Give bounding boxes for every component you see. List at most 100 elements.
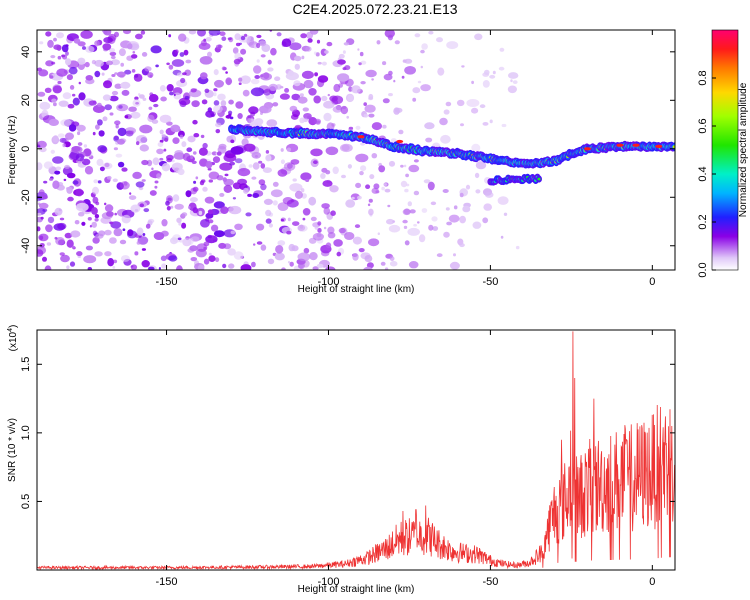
spectrogram-noise-blob bbox=[202, 186, 208, 192]
spectrogram-noise-blob bbox=[413, 223, 417, 227]
spectrogram-noise-blob bbox=[45, 31, 52, 37]
spectrogram-noise-blob bbox=[482, 122, 489, 126]
spectrogram-noise-blob bbox=[373, 183, 380, 190]
spectrogram-noise-blob bbox=[154, 185, 158, 189]
spectrogram-noise-blob bbox=[363, 113, 368, 118]
spectrogram-noise-blob bbox=[323, 207, 331, 215]
spectrogram-noise-blob bbox=[412, 97, 417, 102]
spectrogram-noise-blob bbox=[317, 221, 322, 226]
spectrogram-noise-blob bbox=[355, 125, 361, 130]
spectrogram-noise-blob bbox=[403, 225, 408, 229]
colorbar-tick-label: 0.2 bbox=[697, 214, 709, 229]
spectrogram-noise-blob bbox=[383, 183, 388, 186]
spectrogram-noise-blob bbox=[260, 54, 266, 58]
spectrogram-noise-blob bbox=[232, 197, 236, 200]
spectrogram-noise-blob bbox=[135, 102, 140, 105]
spectrogram-noise-blob bbox=[57, 133, 65, 138]
spectrogram-noise-blob bbox=[322, 180, 333, 187]
spectrogram-noise-blob bbox=[39, 235, 44, 241]
spectrogram-noise-blob bbox=[240, 264, 252, 270]
spectrogram-noise-blob bbox=[479, 104, 486, 109]
figure-title: C2E4.2025.072.23.21.E13 bbox=[292, 1, 457, 17]
spectrogram-noise-blob bbox=[173, 93, 176, 97]
spectrogram-noise-blob bbox=[312, 266, 319, 270]
spectrogram-noise-blob bbox=[309, 252, 318, 261]
spectrogram-noise-blob bbox=[117, 138, 125, 145]
spectrogram-noise-blob bbox=[223, 184, 233, 193]
spectrogram-noise-blob bbox=[141, 260, 150, 268]
spectrogram-ridge-branch-core bbox=[537, 177, 541, 181]
spectrogram-noise-blob bbox=[294, 55, 302, 62]
spectrogram-noise-blob bbox=[51, 98, 57, 103]
spectrogram-noise-blob bbox=[87, 267, 92, 270]
spectrogram-noise-blob bbox=[413, 159, 419, 163]
colorbar-gradient bbox=[711, 29, 739, 271]
spectrogram-noise-blob bbox=[267, 59, 272, 65]
spectrogram-noise-blob bbox=[114, 72, 118, 75]
spectrogram-noise-blob bbox=[299, 93, 304, 97]
spectrogram-noise-blob bbox=[147, 72, 154, 78]
spectrogram-noise-blob bbox=[227, 37, 232, 41]
spectrogram-noise-blob bbox=[327, 232, 336, 239]
spectrogram-hotspot bbox=[632, 143, 640, 147]
spectrogram-noise-blob bbox=[182, 72, 187, 76]
spectrogram-noise-blob bbox=[202, 142, 208, 149]
spectrogram-noise-blob bbox=[139, 124, 153, 134]
spectrogram-noise-blob bbox=[482, 217, 489, 224]
spectrogram-noise-blob bbox=[122, 228, 126, 231]
spectrogram-noise-blob bbox=[382, 61, 387, 66]
spectrogram-noise-blob bbox=[131, 54, 138, 59]
spectrogram-noise-blob bbox=[136, 227, 144, 236]
spectrogram-noise-blob bbox=[228, 263, 235, 269]
spectrogram-noise-blob bbox=[421, 43, 428, 50]
spectrogram-noise-blob bbox=[266, 119, 278, 127]
spectrogram-noise-blob bbox=[66, 74, 73, 81]
spectrogram-noise-blob bbox=[403, 164, 407, 168]
spectrogram-noise-blob bbox=[251, 151, 262, 159]
spectrogram-noise-blob bbox=[237, 168, 251, 177]
spectrogram-y-tick-label: -40 bbox=[20, 238, 32, 254]
spectrogram-noise-blob bbox=[124, 69, 132, 75]
spectrogram-noise-blob bbox=[351, 85, 361, 94]
spectrogram-noise-blob bbox=[277, 240, 286, 246]
spectrogram-noise-blob bbox=[198, 147, 208, 156]
spectrogram-noise-blob bbox=[204, 88, 210, 94]
spectrogram-noise-blob bbox=[52, 180, 60, 189]
spectrogram-noise-blob bbox=[129, 192, 132, 195]
spectrogram-noise-blob bbox=[234, 223, 243, 230]
spectrogram-noise-blob bbox=[471, 80, 474, 85]
spectrogram-noise-blob bbox=[139, 203, 145, 208]
spectrogram-noise-blob bbox=[193, 180, 197, 184]
spectrogram-noise-blob bbox=[200, 134, 205, 139]
spectrogram-noise-blob bbox=[38, 202, 49, 209]
spectrogram-noise-blob bbox=[227, 248, 236, 256]
spectrogram-noise-blob bbox=[348, 126, 354, 130]
spectrogram-noise-blob bbox=[56, 68, 68, 77]
spectrogram-noise-blob bbox=[59, 252, 65, 256]
snr-x-tick-label: 0 bbox=[649, 576, 655, 588]
spectrogram-noise-blob bbox=[126, 43, 133, 50]
spectrogram-noise-blob bbox=[474, 33, 483, 41]
spectrogram-noise-blob bbox=[189, 197, 198, 203]
snr-y-tick-label: 0.5 bbox=[20, 494, 32, 509]
spectrogram-noise-blob bbox=[216, 44, 223, 49]
spectrogram-noise-blob bbox=[96, 158, 104, 166]
spectrogram-noise-blob bbox=[69, 85, 75, 90]
spectrogram-noise-blob bbox=[61, 44, 69, 53]
spectrogram-noise-blob bbox=[92, 104, 105, 113]
spectrogram-noise-blob bbox=[98, 130, 105, 137]
spectrogram-noise-blob bbox=[208, 30, 221, 36]
spectrogram-noise-blob bbox=[413, 190, 420, 196]
spectrogram-noise-blob bbox=[88, 100, 97, 106]
spectrogram-noise-blob bbox=[113, 147, 118, 151]
spectrogram-noise-blob bbox=[218, 143, 227, 150]
spectrogram-noise-blob bbox=[230, 139, 235, 144]
spectrogram-noise-blob bbox=[156, 148, 164, 155]
spectrogram-noise-blob bbox=[368, 96, 374, 101]
spectrogram-noise-blob bbox=[117, 161, 125, 168]
spectrogram-noise-blob bbox=[177, 237, 182, 241]
spectrogram-noise-blob bbox=[317, 61, 322, 65]
spectrogram-noise-blob bbox=[57, 55, 62, 60]
spectrogram-noise-blob bbox=[387, 204, 391, 208]
spectrogram-noise-blob bbox=[460, 123, 464, 127]
